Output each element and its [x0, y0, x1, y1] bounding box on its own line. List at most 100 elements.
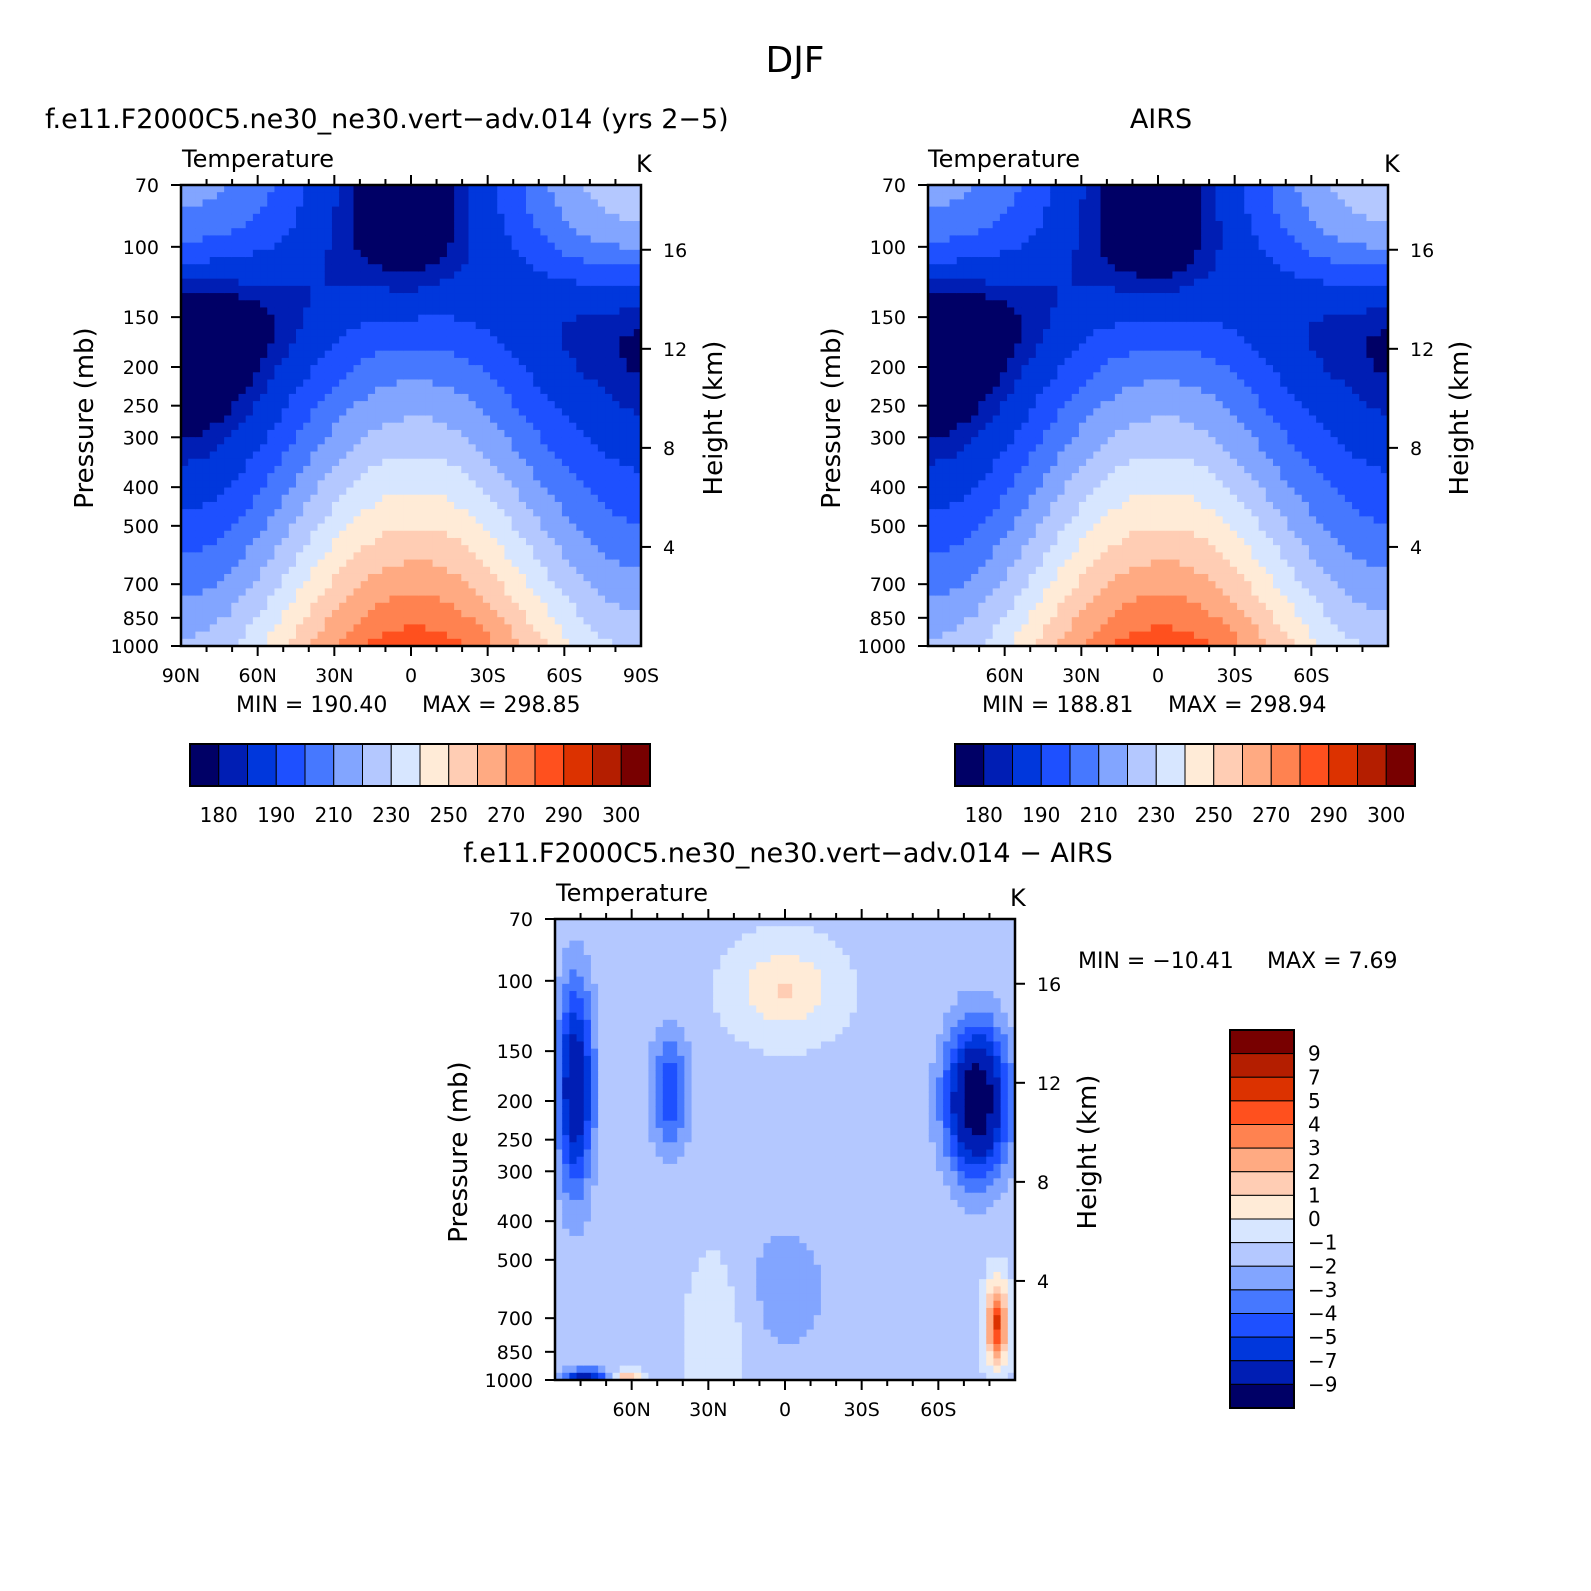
- contour-cell: [245, 537, 254, 546]
- contour-cell: [454, 249, 462, 258]
- contour-cell: [540, 581, 549, 589]
- contour-cell: [346, 278, 355, 287]
- contour-cell: [382, 501, 391, 510]
- contour-cell: [274, 451, 283, 460]
- contour-cell: [590, 249, 599, 258]
- colorbar-box: [477, 743, 507, 787]
- contour-cell: [561, 314, 570, 323]
- contour-cell: [202, 185, 211, 193]
- contour-cell: [439, 314, 448, 323]
- contour-cell: [612, 545, 621, 553]
- contour-cell: [633, 494, 642, 503]
- contour-cell: [956, 372, 965, 381]
- contour-cell: [454, 573, 462, 582]
- contour-cell: [346, 530, 355, 539]
- contour-cell: [583, 307, 592, 316]
- contour-cell: [1014, 242, 1023, 251]
- y2-tick-label: 8: [663, 438, 675, 460]
- contour-cell: [619, 242, 628, 251]
- contour-cell: [511, 588, 520, 597]
- contour-cell: [583, 228, 592, 237]
- contour-cell: [511, 530, 520, 539]
- contour-cell: [446, 379, 455, 388]
- contour-cell: [583, 379, 592, 388]
- contour-cell: [303, 451, 311, 460]
- contour-cell: [612, 192, 621, 200]
- contour-cell: [403, 357, 412, 366]
- contour-cell: [526, 609, 534, 618]
- contour-cell: [209, 228, 218, 237]
- contour-cell: [999, 501, 1008, 510]
- contour-cell: [526, 357, 534, 366]
- contour-cell: [511, 379, 520, 388]
- contour-cell: [188, 221, 196, 229]
- contour-cell: [1007, 386, 1015, 395]
- contour-cell: [432, 422, 441, 431]
- contour-cell: [288, 537, 297, 546]
- contour-cell: [597, 415, 606, 424]
- contour-cell: [418, 516, 426, 525]
- contour-cell: [590, 595, 599, 604]
- contour-cell: [202, 393, 211, 402]
- contour-cell: [526, 473, 534, 481]
- contour-cell: [569, 631, 577, 640]
- contour-cell: [353, 393, 362, 402]
- contour-cell: [468, 235, 477, 244]
- contour-cell: [324, 221, 333, 229]
- contour-cell: [985, 573, 994, 582]
- contour-cell: [504, 537, 513, 546]
- contour-cell: [633, 408, 642, 417]
- contour-cell: [216, 372, 225, 381]
- contour-cell: [252, 242, 261, 251]
- contour-cell: [475, 314, 484, 323]
- contour-cell: [576, 329, 585, 337]
- contour-cell: [267, 523, 276, 532]
- contour-cell: [590, 638, 599, 647]
- contour-cell: [317, 357, 326, 366]
- contour-cell: [1007, 300, 1015, 309]
- contour-cell: [418, 545, 426, 553]
- contour-cell: [626, 415, 635, 424]
- contour-cell: [454, 494, 462, 503]
- contour-cell: [978, 329, 987, 337]
- contour-cell: [554, 307, 563, 316]
- contour-cell: [626, 386, 635, 395]
- contour-cell: [389, 329, 398, 337]
- contour-cell: [260, 206, 268, 215]
- contour-cell: [396, 278, 405, 287]
- contour-cell: [245, 185, 254, 193]
- contour-cell: [367, 473, 376, 481]
- contour-cell: [181, 429, 189, 438]
- contour-cell: [561, 307, 570, 316]
- contour-cell: [999, 638, 1008, 647]
- contour-cell: [504, 559, 513, 568]
- contour-cell: [346, 537, 355, 546]
- contour-cell: [540, 509, 549, 517]
- contour-cell: [181, 473, 189, 481]
- contour-cell: [468, 602, 477, 611]
- contour-cell: [195, 293, 204, 301]
- contour-cell: [949, 581, 958, 589]
- contour-cell: [267, 494, 276, 503]
- contour-cell: [533, 509, 541, 517]
- contour-cell: [540, 451, 549, 460]
- contour-cell: [181, 617, 189, 625]
- contour-cell: [511, 480, 520, 489]
- contour-cell: [238, 393, 247, 402]
- contour-cell: [935, 545, 943, 553]
- contour-cell: [971, 530, 979, 539]
- contour-cell: [605, 357, 613, 366]
- contour-cell: [540, 437, 549, 445]
- contour-cell: [231, 609, 240, 618]
- contour-cell: [260, 192, 268, 200]
- contour-cell: [569, 473, 577, 481]
- contour-cell: [626, 516, 635, 525]
- contour-cell: [195, 401, 204, 409]
- contour-cell: [439, 393, 448, 402]
- contour-cell: [619, 415, 628, 424]
- contour-cell: [324, 357, 333, 366]
- contour-cell: [260, 350, 268, 359]
- contour-cell: [482, 530, 491, 539]
- contour-cell: [432, 617, 441, 625]
